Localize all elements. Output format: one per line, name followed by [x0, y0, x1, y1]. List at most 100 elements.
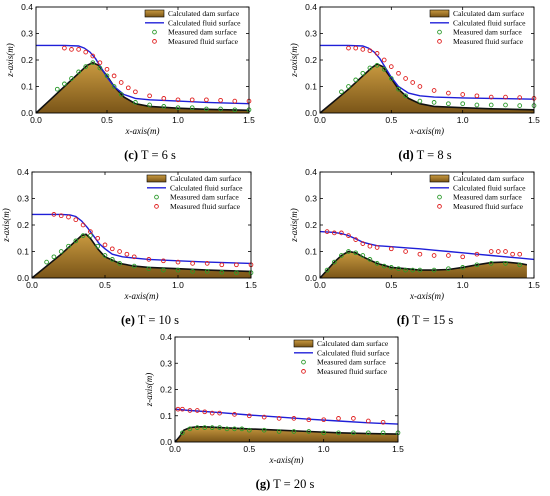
fluid-marker-g: [209, 410, 215, 416]
fluid-marker-e: [117, 249, 122, 254]
dam-marker-f: [431, 267, 437, 273]
fluid-marker-f: [446, 253, 451, 258]
caption-f-text: T = 15 s: [412, 313, 454, 327]
fluid-marker-f: [495, 249, 501, 254]
fluid-marker-g: [291, 416, 297, 421]
dam-marker-d: [353, 77, 359, 83]
dam-marker-g: [261, 427, 267, 433]
caption-d-letter: (d): [398, 148, 414, 162]
fluid-line-d: [320, 44, 535, 100]
fluid-marker-g: [365, 418, 371, 424]
fluid-marker-g: [232, 412, 237, 417]
dam-marker-f: [374, 261, 380, 266]
y-axis-label-e: z-axis(m): [1, 208, 11, 243]
legend-marker-dam-g: [301, 359, 306, 365]
fluid-marker-g: [351, 416, 356, 421]
legend-label-c: Calculated dam surface: [168, 9, 240, 18]
y-tick-label-f: 0.1: [305, 247, 317, 257]
fluid-marker-f: [403, 249, 408, 254]
dam-marker-d: [446, 101, 451, 107]
x-axis-label-e: x-axis(m): [124, 291, 159, 301]
x-tick-label-d: 1.5: [528, 115, 540, 125]
legend-label-c: Measured dam surface: [168, 28, 237, 37]
dam-marker-d: [417, 98, 423, 104]
dam-marker-g: [217, 425, 222, 430]
fluid-marker-f: [367, 243, 373, 249]
fluid-line-g: [174, 408, 399, 425]
x-tick-label-e: 1.5: [245, 280, 257, 290]
fluid-marker-g: [187, 408, 193, 413]
panel-d: 0.0 0.5 1.0 1.5 0.0 0.1 0.2 0.3 0.4 x-axis(m) z-ax…: [289, 2, 540, 136]
dam-area-d: [320, 64, 534, 113]
dam-marker-f: [446, 266, 451, 272]
dam-marker-e: [80, 233, 86, 238]
fluid-marker-c: [83, 49, 89, 55]
dam-marker-d: [367, 65, 373, 71]
fluid-marker-e: [204, 261, 210, 266]
fluid-marker-d: [381, 57, 387, 63]
fluid-marker-g: [202, 409, 208, 415]
dam-marker-d: [488, 102, 494, 108]
caption-f: (f) T = 15 s: [335, 313, 515, 328]
dam-marker-c: [232, 107, 238, 113]
fluid-marker-d: [460, 92, 466, 97]
fluid-marker-g: [194, 408, 200, 413]
fluid-marker-e: [88, 229, 93, 234]
fluid-marker-c: [204, 97, 209, 103]
dam-marker-g: [365, 430, 371, 436]
x-tick-label-g: 0.0: [169, 444, 181, 454]
fluid-marker-f: [339, 230, 344, 236]
dam-marker-f: [339, 253, 344, 258]
dam-marker-f: [488, 261, 494, 266]
fluid-marker-g: [180, 406, 185, 412]
caption-g-text: T = 20 s: [273, 477, 315, 491]
dam-marker-f: [331, 259, 337, 265]
legend-marker-dam-e: [154, 194, 159, 200]
dam-marker-g: [194, 425, 200, 430]
y-tick-label-c: 0.4: [21, 2, 33, 12]
panel-c: 0.0 0.5 1.0 1.5 0.0 0.1 0.2 0.3 0.4 x-axis(m) z-ax…: [5, 2, 255, 136]
dam-marker-d: [503, 102, 508, 108]
dam-marker-g: [239, 426, 245, 432]
dam-marker-g: [276, 429, 282, 434]
dam-marker-e: [73, 238, 79, 244]
dam-marker-e: [175, 267, 181, 273]
fluid-marker-f: [374, 245, 380, 250]
dam-area-e: [32, 234, 251, 278]
dam-marker-c: [218, 106, 223, 112]
dam-marker-e: [66, 243, 71, 249]
dam-area-f: [320, 251, 527, 278]
dam-marker-f: [517, 262, 523, 268]
fluid-marker-g: [261, 414, 267, 420]
caption-g-letter: (g): [255, 477, 271, 491]
dam-marker-c: [147, 102, 152, 108]
x-tick-label-f: 0.5: [385, 280, 397, 290]
y-tick-label-c: 0.2: [21, 55, 33, 65]
legend-swatch-dam-f: [429, 174, 450, 183]
caption-e: (e) T = 10 s: [60, 313, 240, 328]
fluid-marker-f: [503, 249, 508, 254]
dam-marker-g: [202, 425, 208, 430]
dam-marker-d: [403, 93, 408, 99]
legend-marker-fluid-f: [437, 204, 442, 209]
dam-marker-g: [306, 429, 312, 434]
dam-marker-f: [381, 263, 387, 269]
caption-f-letter: (f): [396, 313, 410, 327]
legend-label-d: Measured dam surface: [453, 28, 522, 37]
x-tick-label-e: 1.0: [172, 280, 184, 290]
panel-g: 0.0 0.5 1.0 1.5 0.0 0.1 0.2 0.3 0.4 x-axis(m) z-ax…: [144, 332, 404, 465]
x-tick-label-d: 1.0: [457, 115, 469, 125]
dam-marker-f: [346, 249, 351, 254]
legend-marker-fluid-g: [301, 369, 306, 374]
legend-label-e: Calculated fluid surface: [170, 183, 243, 192]
fluid-marker-c: [125, 85, 131, 91]
legend-marker-fluid-e: [154, 204, 159, 209]
legend-label-f: Calculated dam surface: [453, 174, 525, 183]
dam-marker-g: [180, 430, 185, 436]
fluid-marker-f: [517, 251, 523, 257]
dam-marker-d: [460, 101, 466, 107]
